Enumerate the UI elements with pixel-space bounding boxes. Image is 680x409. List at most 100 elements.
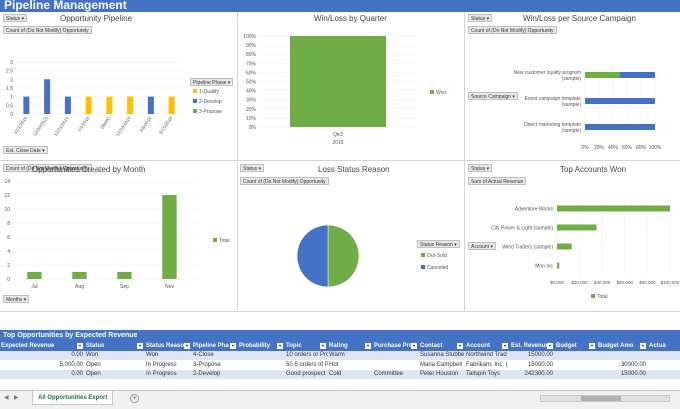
table-cell: 0.00 (71, 352, 83, 358)
x-tick-label: 12/31/2015 (53, 115, 70, 137)
column-filter-icon[interactable]: ▾ (502, 343, 508, 349)
legend-swatch (193, 89, 197, 93)
bar-2-develop (147, 96, 154, 114)
legend-field-button[interactable]: Pipeline Phase ▾ (190, 78, 234, 86)
y-tick-label: 2 (7, 263, 10, 269)
column-header[interactable]: Actua (649, 343, 666, 349)
table-row[interactable]: 0.00 Won Won 4-Close 10 orders or Prc Warm Sus… (0, 351, 680, 360)
legend-swatch (430, 90, 434, 94)
value-field-button[interactable]: Count of (Do Not Modify) Opportunity (240, 177, 329, 185)
table-cell: 0.00 (71, 371, 83, 377)
sheet-tab-all-opportunities[interactable]: All Opportunities Export (32, 391, 114, 405)
filter-icon: ▾ (486, 166, 490, 172)
table-cell: Maria Campbell (420, 361, 463, 368)
table-cell (648, 351, 680, 360)
column-header[interactable]: Probability ▾ (239, 343, 283, 349)
column-filter-icon[interactable]: ▾ (184, 343, 190, 349)
x-tick-label: 3/15/2016 (158, 115, 174, 135)
column-filter-icon[interactable]: ▾ (230, 343, 236, 349)
legend-field-button[interactable]: Status Reason ▾ (417, 240, 460, 248)
column-filter-icon[interactable]: ▾ (547, 343, 553, 349)
bar-1-qualify (127, 96, 134, 114)
filter-icon: ▾ (21, 16, 25, 22)
column-filter-icon[interactable]: ▾ (365, 343, 371, 349)
y-tick-label: Event campaign template (525, 96, 582, 102)
y-tick-label: 0% (249, 125, 257, 131)
status-filter-button[interactable]: Status ▾ (468, 14, 493, 22)
chart-title: Opportunities Created by Month (32, 165, 146, 174)
chart-title: Win/Loss by Quarter (314, 14, 387, 23)
y-tick-label: 100% (243, 34, 256, 40)
column-filter-icon[interactable]: ▾ (589, 343, 595, 349)
column-header[interactable]: Pipeline Pha ▾ (193, 343, 236, 349)
column-header[interactable]: Est. Revenue ▾ (511, 343, 553, 349)
table-cell: 50 6 orders of Proc (286, 361, 328, 368)
value-field-button[interactable]: Count of (Do Not Modify) Opportunity (3, 26, 92, 34)
dropdown-icon: ▾ (23, 297, 27, 303)
x-tick-label: Nov (165, 284, 174, 290)
column-header[interactable]: Rating ▾ (329, 343, 371, 349)
pie-slice-out-sold (327, 224, 360, 288)
y-tick-label: (sample) (562, 128, 582, 134)
value-field-button[interactable]: Sum of Actual Revenue (468, 177, 527, 185)
y-tick-label: (sample) (562, 102, 582, 108)
table-cell: In Progress (146, 361, 177, 368)
table-cell: 15000.00 (620, 371, 646, 377)
scroll-thumb[interactable] (581, 396, 621, 401)
y-tick-label: 0.5 (6, 103, 13, 109)
horizontal-scrollbar[interactable] (540, 395, 670, 402)
bar-1-qualify (106, 96, 113, 114)
column-header[interactable]: Contact ▾ (420, 343, 463, 349)
table-cell: Won (86, 352, 99, 358)
table-row[interactable]: 0.00 Open In Progress 2-Develop Good prospec… (0, 370, 680, 379)
column-filter-icon[interactable]: ▾ (640, 343, 646, 349)
column-header[interactable]: Account ▾ (466, 343, 508, 349)
column-header[interactable]: Expected Revenue ▾ (1, 343, 83, 349)
axis-field-button[interactable]: Est. Close Date ▾ (3, 146, 48, 154)
value-field-button[interactable]: Count of (Do Not Modify) Opportunity (3, 164, 92, 172)
bar-total (557, 243, 572, 250)
table-cell (238, 370, 285, 379)
column-filter-icon[interactable]: ▾ (277, 343, 283, 349)
tab-prev-icon[interactable]: ◀ (4, 395, 9, 401)
axis-field-button[interactable]: Account ▾ (468, 242, 496, 250)
y-tick-label: 3 (10, 60, 13, 66)
column-header[interactable]: Status Reaso ▾ (146, 343, 190, 349)
column-header[interactable]: Budget Amo ▾ (598, 343, 646, 349)
column-filter-icon[interactable]: ▾ (411, 343, 417, 349)
y-tick-label: (sample) (562, 76, 582, 82)
legend-label: Total (219, 238, 230, 244)
y-tick-label: 50% (246, 80, 257, 86)
column-header[interactable]: Status ▾ (86, 343, 143, 349)
bar-open (585, 98, 655, 104)
column-filter-icon[interactable]: ▾ (457, 343, 463, 349)
column-filter-icon[interactable]: ▾ (320, 343, 326, 349)
dashboard-title: Pipeline Management (0, 0, 680, 12)
x-tick-label: 4/6/2016 (139, 115, 153, 133)
column-header[interactable]: Budget ▾ (556, 343, 595, 349)
value-field-button[interactable]: Count of (Do Not Modify) Opportunity (468, 26, 557, 34)
status-filter-button[interactable]: Status ▾ (468, 164, 493, 172)
y-tick-label: 1 (10, 95, 13, 101)
bar-2-develop (23, 96, 30, 114)
table-cell (648, 370, 680, 379)
column-header[interactable]: Purchase Pro ▾ (374, 343, 417, 349)
column-header[interactable]: Topic ▾ (286, 343, 326, 349)
x-tick-label: 12/23/2015 (115, 115, 132, 137)
column-filter-icon[interactable]: ▾ (137, 343, 143, 349)
table-cell: 3-Propose (193, 361, 221, 368)
axis-field-button[interactable]: Months ▾ (3, 295, 30, 303)
y-tick-label: 10 (4, 207, 10, 213)
win-loss-campaign-chart: 0% 20% 40% 60% 80% 100% New customer loyalty p… (513, 62, 662, 151)
table-cell: 15000.00 (527, 361, 553, 368)
pipeline-chart: 3 2.5 2 1.5 1 0.5 012/1/2015 12/20/2015 12/31/20… (6, 60, 222, 137)
status-filter-button[interactable]: Status ▾ (240, 164, 265, 172)
table-cell (597, 351, 648, 360)
add-sheet-icon[interactable]: + (130, 394, 139, 403)
x-tick-label: $80,000 (639, 280, 656, 285)
tab-next-icon[interactable]: ▶ (14, 395, 19, 401)
status-filter-button[interactable]: Status ▾ (3, 14, 28, 22)
table-row[interactable]: 5,000.00 Open In Progress 3-Propose 50 6 ord… (0, 361, 680, 370)
axis-field-button[interactable]: Source Campaign ▾ (468, 92, 518, 100)
column-filter-icon[interactable]: ▾ (77, 343, 83, 349)
